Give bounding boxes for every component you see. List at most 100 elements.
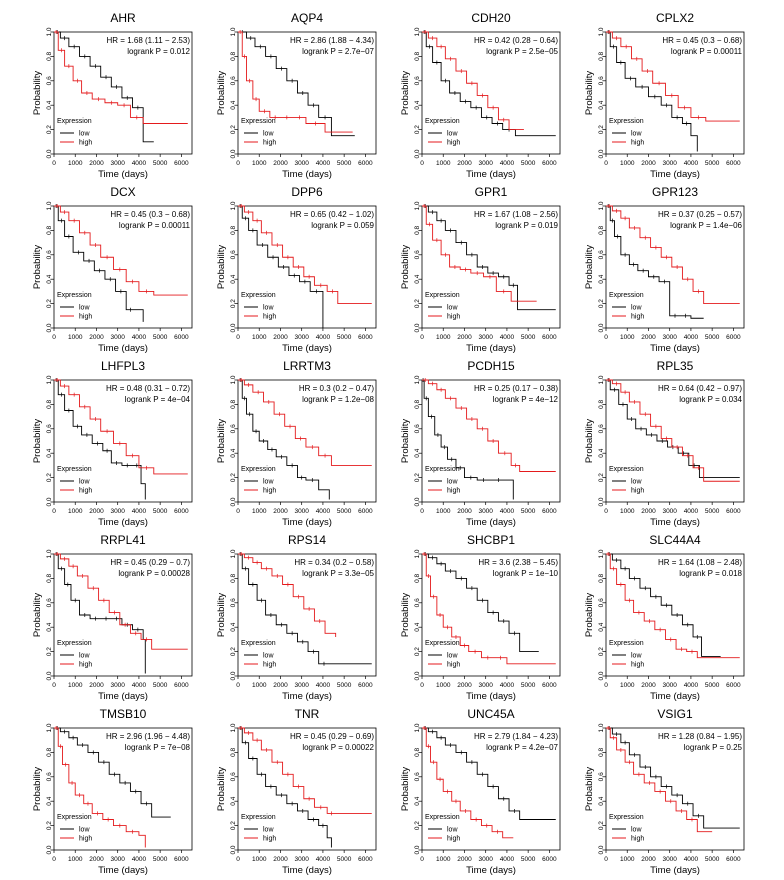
x-tick-label: 5000 <box>153 334 168 341</box>
x-tick-label: 4000 <box>684 856 699 863</box>
hazard-ratio: HR = 2.79 (1.84 − 4.23) <box>474 732 558 741</box>
hazard-ratio: HR = 0.45 (0.29 − 0.7) <box>110 558 190 567</box>
y-tick-label: 0.6 <box>46 76 53 85</box>
y-tick-label: 1.0 <box>46 723 53 732</box>
legend-title: Expression <box>57 466 92 473</box>
x-tick-label: 6000 <box>726 682 741 689</box>
y-tick-label: 0.6 <box>414 424 421 433</box>
y-tick-label: 0.8 <box>414 400 421 409</box>
x-axis-label: Time (days) <box>98 169 148 180</box>
panel-title: CPLX2 <box>656 11 694 25</box>
y-tick-label: 0.0 <box>598 323 605 332</box>
y-tick-label: 0.2 <box>230 125 237 134</box>
plot-frame <box>605 553 745 677</box>
y-tick-label: 0.6 <box>598 250 605 259</box>
y-tick-label: 0.0 <box>598 497 605 506</box>
hazard-ratio: HR = 1.67 (1.08 − 2.56) <box>474 210 558 219</box>
x-tick-label: 1000 <box>68 160 83 167</box>
x-tick-label: 2000 <box>457 508 472 515</box>
km-panel-dpp6: DPP6 0 1000 2000 3000 4000 5000 6000 0.0 0.2 0.4 0.… <box>216 185 377 354</box>
y-tick-label: 0.6 <box>414 250 421 259</box>
x-axis-label: Time (days) <box>466 865 516 876</box>
x-tick-label: 4000 <box>132 856 147 863</box>
survival-curve-high <box>54 379 188 475</box>
hazard-ratio: HR = 0.65 (0.42 − 1.02) <box>290 210 374 219</box>
y-tick-label: 0.0 <box>230 149 237 158</box>
plot-frame <box>421 727 561 851</box>
y-tick-label: 0.8 <box>46 400 53 409</box>
x-axis-label: Time (days) <box>650 343 700 354</box>
km-panel-slc44a4: SLC44A4 0 1000 2000 3000 4000 5000 6000 0.0 0.2 0.… <box>584 533 745 702</box>
logrank-p: logrank P = 1.2e−08 <box>302 395 374 404</box>
km-panel-rps14: RPS14 0 1000 2000 3000 4000 5000 6000 0.0 0.2 0.4 0… <box>216 533 377 702</box>
logrank-p: logrank P = 0.25 <box>684 743 743 752</box>
x-tick-label: 6000 <box>358 682 373 689</box>
plot-frame <box>421 379 561 503</box>
x-tick-label: 4000 <box>132 682 147 689</box>
survival-curve-low <box>606 205 704 319</box>
legend-title: Expression <box>241 814 276 821</box>
x-tick-label: 0 <box>420 508 424 515</box>
x-tick-label: 4000 <box>684 682 699 689</box>
x-axis-label: Time (days) <box>98 517 148 528</box>
y-tick-label: 0.8 <box>230 574 237 583</box>
y-tick-label: 0.0 <box>230 323 237 332</box>
x-tick-label: 6000 <box>174 682 189 689</box>
x-tick-label: 2000 <box>89 508 104 515</box>
y-tick-label: 0.0 <box>414 845 421 854</box>
km-panel-pcdh15: PCDH15 0 1000 2000 3000 4000 5000 6000 0.0 0.2 0.4… <box>400 359 561 528</box>
panel-title: GPR123 <box>652 185 698 199</box>
km-panel-rrpl41: RRPL41 0 1000 2000 3000 4000 5000 6000 0.0 0.2 0.4… <box>32 533 193 702</box>
legend-title: Expression <box>425 640 460 647</box>
hazard-ratio: HR = 0.42 (0.28 − 0.64) <box>474 36 558 45</box>
y-tick-label: 0.2 <box>230 821 237 830</box>
y-tick-label: 0.6 <box>598 424 605 433</box>
x-tick-label: 5000 <box>153 856 168 863</box>
y-tick-label: 0.6 <box>598 76 605 85</box>
x-tick-label: 0 <box>236 334 240 341</box>
x-tick-label: 2000 <box>457 160 472 167</box>
hazard-ratio: HR = 0.3 (0.2 − 0.47) <box>299 384 374 393</box>
y-tick-label: 0.2 <box>598 125 605 134</box>
x-tick-label: 4000 <box>500 508 515 515</box>
logrank-p: logrank P = 7e−08 <box>125 743 191 752</box>
y-tick-label: 0.4 <box>414 274 421 283</box>
x-axis-label: Time (days) <box>650 865 700 876</box>
x-tick-label: 1000 <box>68 334 83 341</box>
x-tick-label: 6000 <box>174 508 189 515</box>
y-tick-label: 0.8 <box>230 400 237 409</box>
y-axis-label: Probability <box>584 419 595 464</box>
legend-label-low: low <box>447 479 458 486</box>
panel-title: RPL35 <box>657 359 694 373</box>
y-tick-label: 0.6 <box>414 598 421 607</box>
y-axis-label: Probability <box>400 767 411 812</box>
km-panel-ahr: AHR 0 1000 2000 3000 4000 5000 6000 0.0 0.2 0.4 0.6… <box>32 11 193 180</box>
panel-title: RPS14 <box>288 533 326 547</box>
y-tick-label: 0.8 <box>598 400 605 409</box>
y-tick-label: 0.6 <box>230 598 237 607</box>
hazard-ratio: HR = 1.28 (0.84 − 1.95) <box>658 732 742 741</box>
y-tick-label: 0.0 <box>230 671 237 680</box>
legend-label-high: high <box>631 836 644 843</box>
y-tick-label: 0.4 <box>46 448 53 457</box>
y-tick-label: 0.2 <box>230 299 237 308</box>
plot-frame <box>237 31 377 155</box>
plot-frame <box>53 553 193 677</box>
y-axis-label: Probability <box>400 593 411 638</box>
legend-label-high: high <box>447 836 460 843</box>
x-tick-label: 2000 <box>457 682 472 689</box>
x-tick-label: 3000 <box>110 508 125 515</box>
legend-label-low: low <box>631 479 642 486</box>
y-tick-label: 0.2 <box>414 473 421 482</box>
y-tick-label: 0.2 <box>230 473 237 482</box>
x-axis-label: Time (days) <box>98 691 148 702</box>
y-tick-label: 0.4 <box>46 100 53 109</box>
x-axis-label: Time (days) <box>466 691 516 702</box>
panel-title: PCDH15 <box>467 359 515 373</box>
x-tick-label: 5000 <box>521 160 536 167</box>
y-tick-label: 0.8 <box>230 748 237 757</box>
x-tick-label: 4000 <box>132 334 147 341</box>
x-tick-label: 2000 <box>641 682 656 689</box>
x-tick-label: 3000 <box>662 160 677 167</box>
km-panel-lrrtm3: LRRTM3 0 1000 2000 3000 4000 5000 6000 0.0 0.2 0.4… <box>216 359 377 528</box>
